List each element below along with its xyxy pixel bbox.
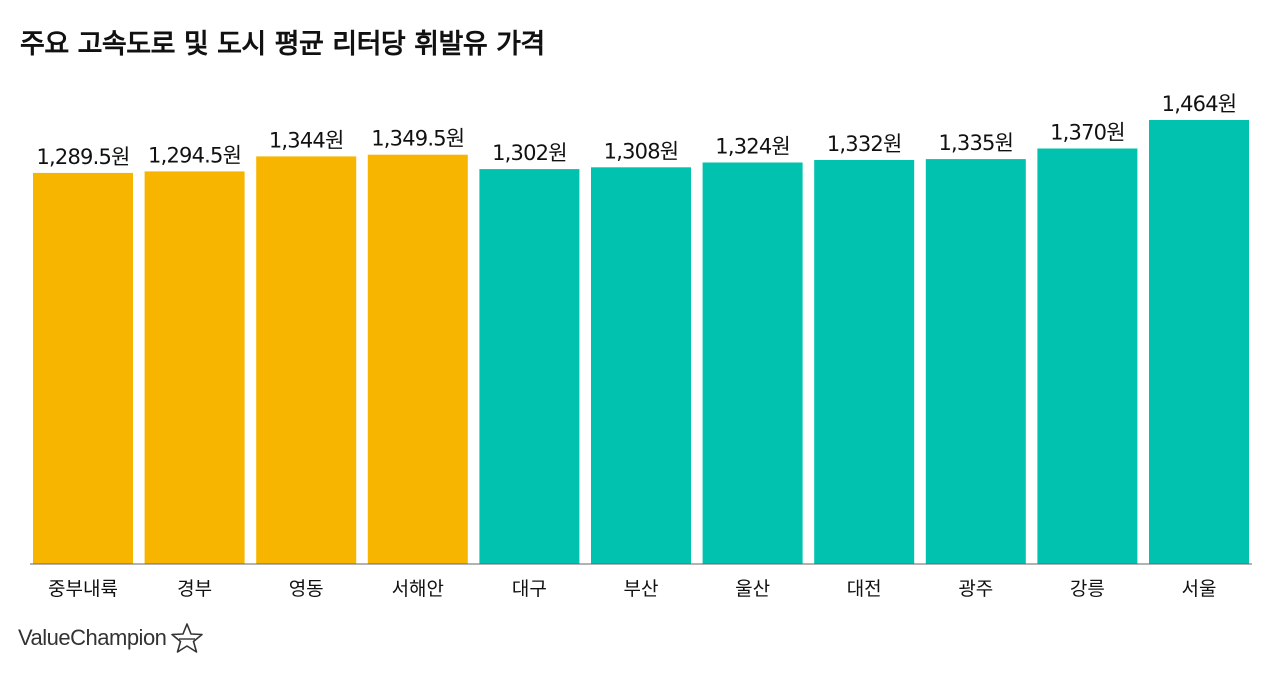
bar-서울 [1149,120,1249,564]
category-label-강릉: 강릉 [1070,578,1105,600]
value-label-중부내륙: 1,289.5원 [36,145,129,169]
value-label-대구: 1,302원 [492,141,567,165]
bar-광주 [925,159,1026,564]
bar-울산 [702,162,803,564]
value-label-대전: 1,332원 [827,132,902,156]
category-label-서해안: 서해안 [392,578,444,600]
bar-중부내륙 [33,172,133,564]
value-label-부산: 1,308원 [604,139,679,163]
brand-logo: ValueChampion [18,622,204,654]
category-label-대구: 대구 [512,578,547,600]
bar-영동 [256,156,357,564]
value-label-울산: 1,324원 [715,135,790,159]
category-label-울산: 울산 [735,578,770,600]
star-outline-icon [171,623,204,653]
value-label-경부: 1,294.5원 [148,143,241,167]
bar-부산 [591,167,691,565]
bar-대구 [479,169,580,564]
brand-name: ValueChampion [18,625,167,650]
category-label-영동: 영동 [289,578,324,600]
bar-서해안 [367,154,468,564]
value-label-서울: 1,464원 [1162,92,1237,116]
bar-경부 [144,171,245,564]
category-label-광주: 광주 [958,578,993,600]
bar-대전 [814,160,915,564]
category-label-부산: 부산 [624,578,659,600]
category-label-중부내륙: 중부내륙 [48,578,118,600]
chart-title: 주요 고속도로 및 도시 평균 리터당 휘발유 가격 [20,29,545,60]
bar-강릉 [1037,148,1138,564]
category-label-서울: 서울 [1182,578,1217,600]
category-label-대전: 대전 [847,578,882,600]
value-label-서해안: 1,349.5원 [371,127,464,151]
value-label-영동: 1,344원 [269,128,344,152]
category-label-경부: 경부 [177,578,212,600]
value-label-광주: 1,335원 [938,131,1013,155]
value-label-강릉: 1,370원 [1050,121,1125,145]
